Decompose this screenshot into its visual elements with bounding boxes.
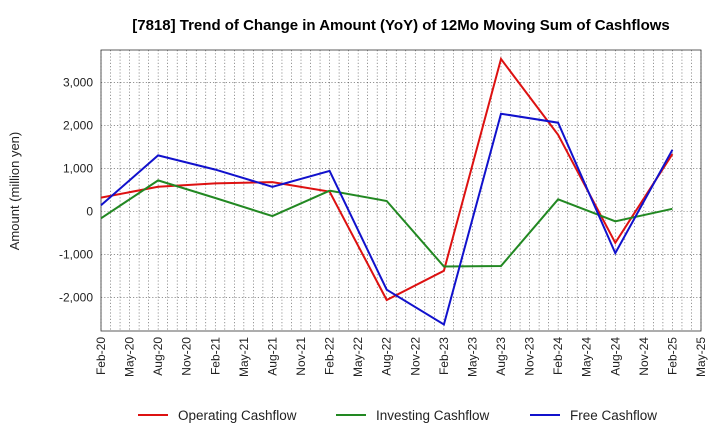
legend-label: Operating Cashflow xyxy=(178,408,297,423)
grid xyxy=(100,49,702,332)
x-tick-label: Aug-20 xyxy=(151,337,165,376)
legend: Operating Cashflow Investing Cashflow Free… xyxy=(138,408,657,423)
x-tick-label: Nov-24 xyxy=(637,337,651,376)
x-tick-label: May-25 xyxy=(694,337,708,377)
x-tick-label: May-22 xyxy=(351,337,365,377)
plot-area xyxy=(101,50,701,331)
x-tick-label: Feb-21 xyxy=(208,337,222,375)
legend-item-operating-cashflow: Operating Cashflow xyxy=(138,408,297,423)
x-tick-label: Nov-22 xyxy=(408,337,422,376)
legend-label: Investing Cashflow xyxy=(376,408,490,423)
x-tick-label: Feb-24 xyxy=(551,337,565,375)
x-tick-label: Aug-21 xyxy=(265,337,279,376)
legend-item-investing-cashflow: Investing Cashflow xyxy=(336,408,490,423)
x-tick-label: Aug-23 xyxy=(494,337,508,376)
x-tick-label: Feb-23 xyxy=(437,337,451,375)
x-tick-label: May-20 xyxy=(123,337,137,377)
x-tick-label: Feb-25 xyxy=(665,337,679,375)
series-line-investing-cashflow xyxy=(100,179,673,268)
x-tick-label: Feb-20 xyxy=(94,337,108,375)
x-tick-label: Nov-23 xyxy=(523,337,537,376)
x-tick-label: Nov-21 xyxy=(294,337,308,376)
plot-background xyxy=(101,50,701,331)
y-tick-label: 3,000 xyxy=(63,75,93,89)
legend-item-free-cashflow: Free Cashflow xyxy=(530,408,657,423)
y-tick-label: -1,000 xyxy=(59,247,93,261)
series-lines xyxy=(100,56,674,327)
series-line-free-cashflow xyxy=(100,112,674,327)
series-line-operating-cashflow xyxy=(100,56,674,302)
y-tick-label: 0 xyxy=(86,204,93,218)
x-tick-label: May-23 xyxy=(465,337,479,377)
legend-label: Free Cashflow xyxy=(570,408,657,423)
y-axis: 3,000 2,000 1,000 0 -1,000 -2,000 xyxy=(59,75,93,304)
chart-title: [7818] Trend of Change in Amount (YoY) o… xyxy=(132,17,670,34)
x-tick-label: Feb-22 xyxy=(323,337,337,375)
x-tick-label: Nov-20 xyxy=(180,337,194,376)
x-tick-label: May-24 xyxy=(580,337,594,377)
x-tick-label: Aug-24 xyxy=(608,337,622,376)
y-tick-label: -2,000 xyxy=(59,290,93,304)
y-axis-label: Amount (million yen) xyxy=(7,132,22,251)
y-tick-label: 2,000 xyxy=(63,118,93,132)
plot-frame xyxy=(100,49,702,332)
x-axis: Feb-20 May-20 Aug-20 Nov-20 Feb-21 May-21 Aug-… xyxy=(94,337,708,377)
x-tick-label: Aug-22 xyxy=(380,337,394,376)
y-tick-label: 1,000 xyxy=(63,161,93,175)
x-tick-label: May-21 xyxy=(237,337,251,377)
